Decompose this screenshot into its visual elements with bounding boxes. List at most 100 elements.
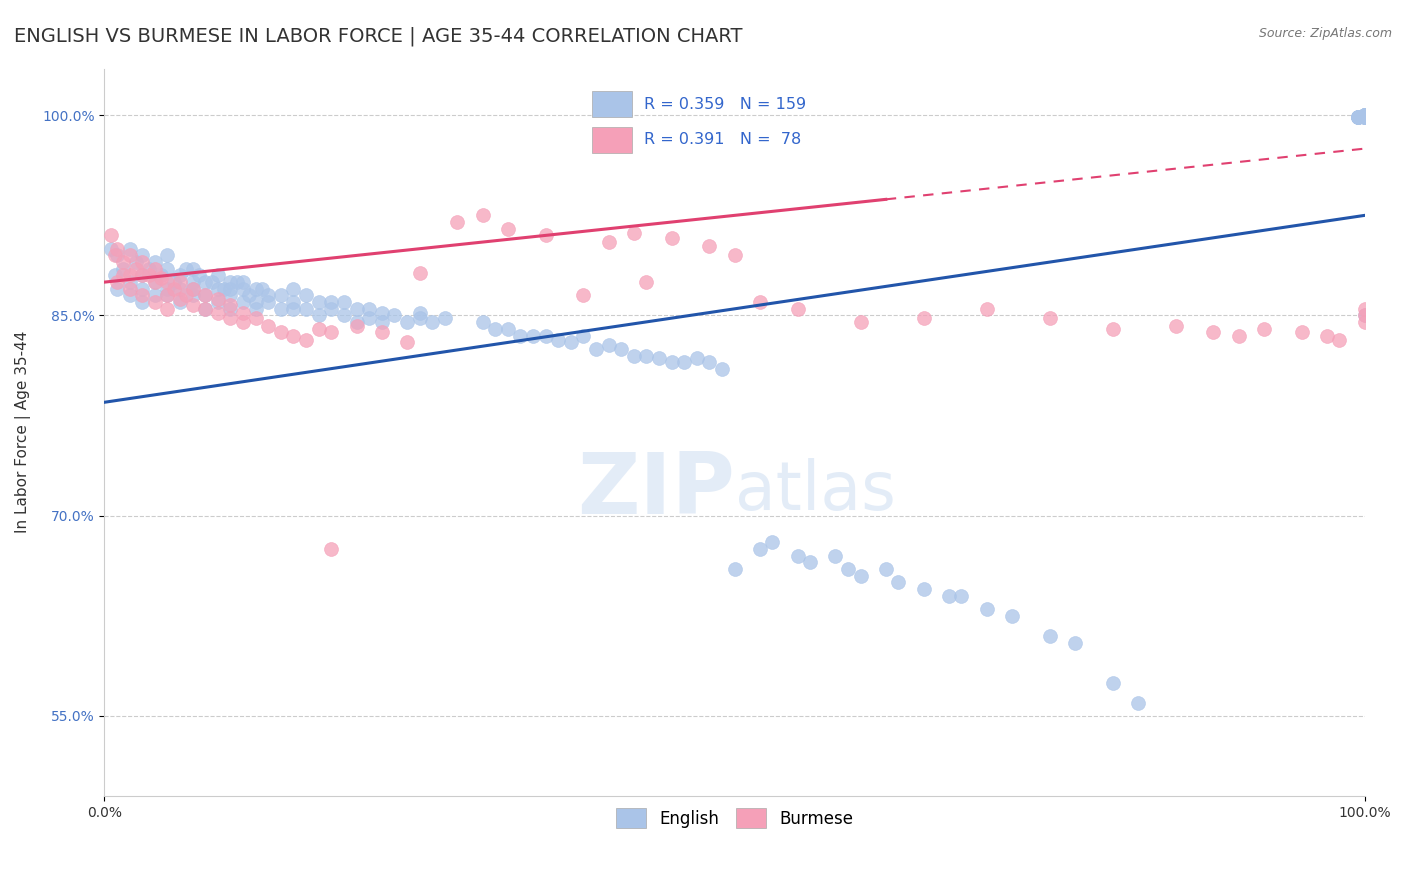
- Point: [786, 549, 808, 563]
- Point: [748, 295, 770, 310]
- Point: [169, 282, 191, 296]
- Point: [912, 311, 935, 326]
- Point: [169, 293, 191, 307]
- Point: [1354, 108, 1376, 122]
- Point: [534, 328, 557, 343]
- Point: [143, 288, 166, 302]
- Point: [382, 309, 405, 323]
- Point: [1101, 322, 1123, 336]
- Point: [250, 282, 273, 296]
- Point: [837, 562, 859, 576]
- Point: [610, 342, 633, 356]
- Point: [598, 235, 620, 249]
- Point: [143, 275, 166, 289]
- Point: [1347, 110, 1369, 124]
- Point: [1354, 108, 1376, 122]
- Point: [1354, 108, 1376, 122]
- Point: [534, 228, 557, 243]
- Point: [598, 338, 620, 352]
- Point: [370, 315, 392, 329]
- Point: [219, 298, 242, 312]
- Point: [1347, 110, 1369, 124]
- Point: [1354, 315, 1376, 329]
- Point: [1227, 328, 1250, 343]
- Point: [1354, 108, 1376, 122]
- Point: [308, 309, 330, 323]
- Point: [1347, 110, 1369, 124]
- Point: [699, 239, 721, 253]
- Point: [471, 315, 494, 329]
- Point: [176, 288, 198, 302]
- Point: [1291, 325, 1313, 339]
- Point: [1354, 108, 1376, 122]
- Point: [346, 301, 368, 316]
- Text: atlas: atlas: [734, 458, 896, 524]
- Point: [232, 295, 254, 310]
- Point: [1063, 635, 1085, 649]
- Point: [194, 301, 217, 316]
- Point: [1354, 301, 1376, 316]
- Point: [207, 295, 229, 310]
- Point: [283, 328, 305, 343]
- Point: [207, 306, 229, 320]
- Point: [761, 535, 783, 549]
- Point: [686, 351, 709, 366]
- Point: [219, 282, 242, 296]
- Point: [572, 288, 595, 302]
- Point: [245, 282, 267, 296]
- Point: [723, 562, 745, 576]
- Point: [950, 589, 973, 603]
- Point: [245, 295, 267, 310]
- Point: [433, 311, 456, 326]
- Point: [118, 275, 141, 289]
- Point: [156, 261, 179, 276]
- Point: [156, 248, 179, 262]
- Point: [143, 275, 166, 289]
- Point: [125, 261, 148, 276]
- Point: [1354, 110, 1376, 124]
- Point: [245, 301, 267, 316]
- Point: [118, 268, 141, 283]
- Point: [1354, 110, 1376, 124]
- Point: [295, 333, 318, 347]
- Point: [118, 282, 141, 296]
- Point: [1354, 108, 1376, 122]
- Point: [181, 275, 204, 289]
- Point: [150, 271, 173, 285]
- Point: [156, 288, 179, 302]
- Point: [270, 325, 292, 339]
- Point: [1039, 629, 1062, 643]
- Point: [395, 335, 418, 350]
- Point: [131, 255, 153, 269]
- Point: [585, 342, 607, 356]
- Point: [212, 282, 235, 296]
- Point: [346, 319, 368, 334]
- Point: [1354, 108, 1376, 122]
- Point: [1202, 325, 1225, 339]
- Point: [420, 315, 443, 329]
- Point: [232, 315, 254, 329]
- Point: [125, 255, 148, 269]
- Point: [283, 295, 305, 310]
- Point: [169, 295, 191, 310]
- Text: ENGLISH VS BURMESE IN LABOR FORCE | AGE 35-44 CORRELATION CHART: ENGLISH VS BURMESE IN LABOR FORCE | AGE …: [14, 27, 742, 46]
- Point: [169, 268, 191, 283]
- Point: [118, 288, 141, 302]
- Point: [786, 301, 808, 316]
- Point: [1354, 108, 1376, 122]
- Point: [849, 569, 872, 583]
- Point: [1354, 110, 1376, 124]
- Point: [1354, 110, 1376, 124]
- Point: [1354, 108, 1376, 122]
- Point: [118, 242, 141, 256]
- Point: [194, 288, 217, 302]
- Point: [1253, 322, 1275, 336]
- Point: [181, 298, 204, 312]
- Point: [194, 288, 217, 302]
- Point: [232, 306, 254, 320]
- Point: [1354, 108, 1376, 122]
- Point: [509, 328, 531, 343]
- Point: [181, 282, 204, 296]
- Point: [1101, 675, 1123, 690]
- Point: [131, 288, 153, 302]
